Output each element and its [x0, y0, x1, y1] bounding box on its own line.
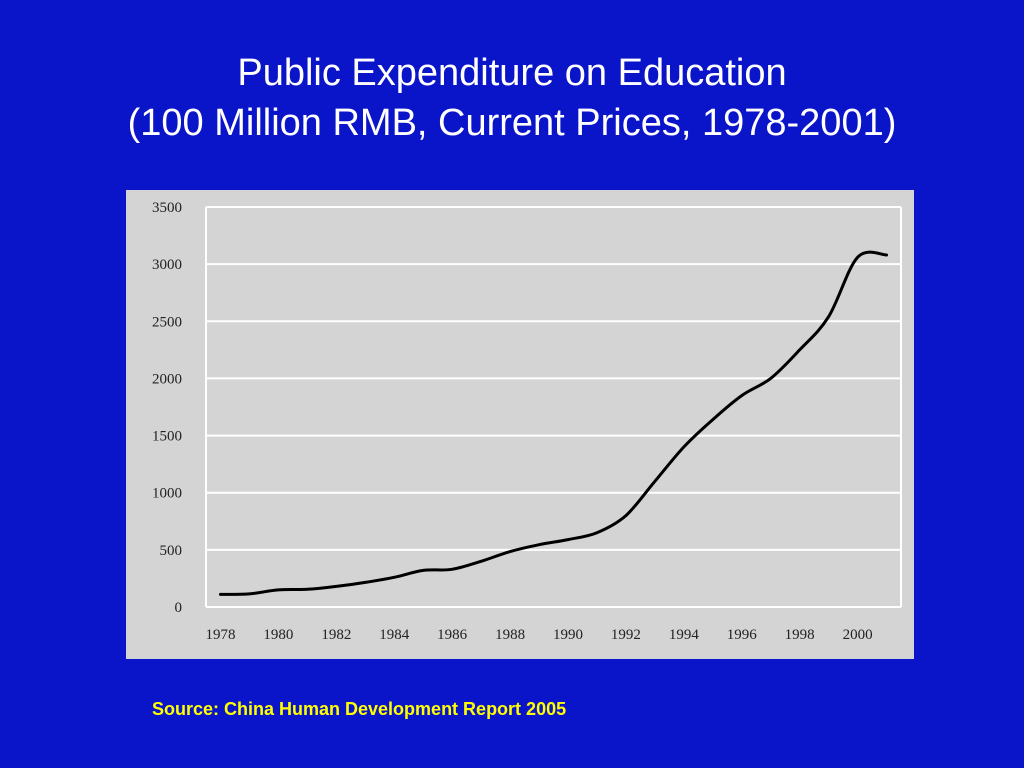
x-tick-label: 2000 — [843, 627, 873, 643]
x-tick-label: 1982 — [321, 627, 351, 643]
y-tick-label: 2000 — [152, 371, 182, 387]
y-tick-label: 0 — [175, 600, 183, 616]
x-tick-label: 1988 — [495, 627, 525, 643]
x-tick-label: 1978 — [205, 627, 235, 643]
x-tick-label: 1980 — [263, 627, 293, 643]
y-tick-label: 500 — [160, 543, 183, 559]
x-tick-label: 1998 — [785, 627, 815, 643]
x-tick-label: 1990 — [553, 627, 583, 643]
slide-title: Public Expenditure on Education (100 Mil… — [0, 48, 1024, 148]
line-chart: 0 500 1000 1500 2000 2500 3000 3500 1978 1980 1982… — [152, 200, 902, 643]
y-tick-label: 3500 — [152, 200, 182, 216]
x-tick-label: 1986 — [437, 627, 468, 643]
title-line-1: Public Expenditure on Education — [237, 52, 787, 94]
series-line — [219, 250, 888, 596]
source-note: Source: China Human Development Report 2… — [152, 699, 567, 719]
y-tick-label: 3000 — [152, 257, 182, 273]
x-tick-label: 1994 — [669, 627, 700, 643]
chart-panel: 0 500 1000 1500 2000 2500 3000 3500 1978 1980 1982… — [126, 190, 914, 659]
x-tick-label: 1984 — [379, 627, 410, 643]
x-tick-label: 1996 — [727, 627, 758, 643]
x-tick-label: 1992 — [611, 627, 641, 643]
y-tick-label: 1000 — [152, 486, 182, 502]
y-tick-label: 1500 — [152, 429, 182, 445]
title-line-2: (100 Million RMB, Current Prices, 1978-2… — [127, 102, 897, 144]
y-tick-label: 2500 — [152, 314, 182, 330]
